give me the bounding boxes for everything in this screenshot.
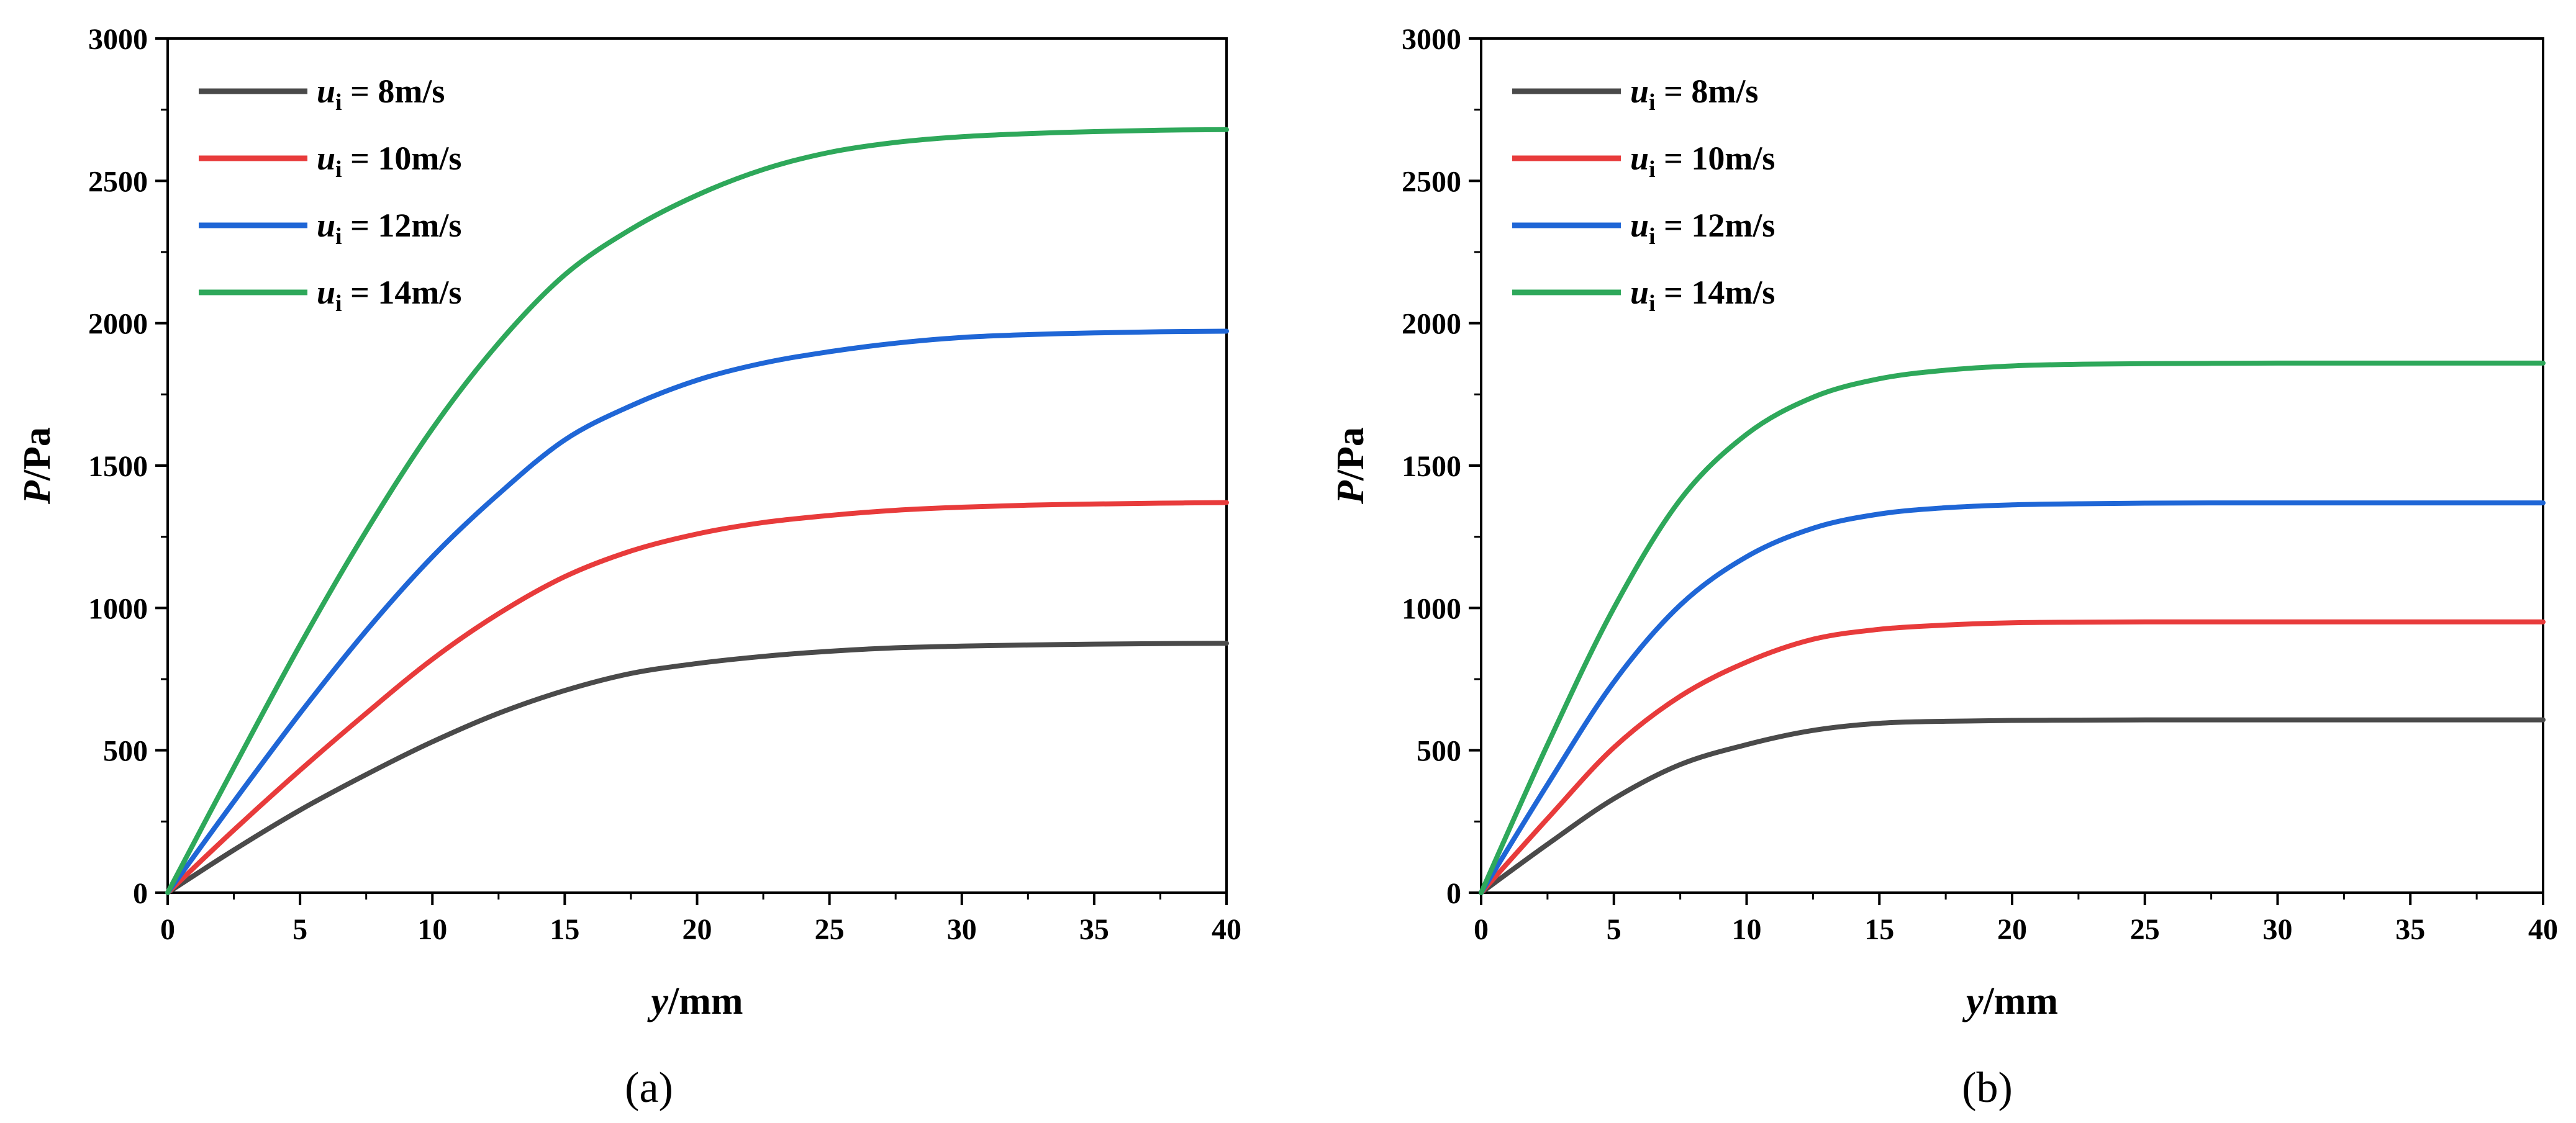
- panel-label: (b): [1962, 1064, 2013, 1112]
- legend-equals: =: [342, 274, 378, 311]
- legend-var: u: [317, 207, 335, 244]
- legend-var: u: [317, 73, 335, 110]
- x-tick-label: 40: [1212, 913, 1241, 946]
- y-tick-label: 3000: [88, 23, 148, 56]
- legend-equals: =: [1656, 274, 1692, 311]
- legend-value: 8m/s: [378, 73, 445, 110]
- y-tick-label: 2000: [1402, 308, 1461, 341]
- x-tick-label: 10: [417, 913, 447, 946]
- y-tick-label: 2500: [88, 165, 148, 198]
- legend: ui = 8m/sui = 10m/sui = 12m/sui = 14m/s: [1512, 73, 1775, 317]
- x-tick-label: 30: [947, 913, 977, 946]
- x-tick-label: 15: [1864, 913, 1894, 946]
- legend-subscript: i: [1649, 89, 1656, 115]
- x-tick-label: 20: [1997, 913, 2027, 946]
- legend-var: u: [1630, 207, 1649, 244]
- x-axis-title: y/mm: [1962, 980, 2058, 1022]
- legend-entry-label: ui = 14m/s: [1630, 274, 1775, 317]
- legend-value: 14m/s: [378, 274, 461, 311]
- chart-panel-1: 0 5 10 15 20 25 30 35 40 0 500 1000 1500 2000 2500 3000…: [16, 23, 1241, 1112]
- series-line-14m-per-s: [165, 127, 1229, 895]
- x-axis-title: y/mm: [646, 980, 743, 1022]
- x-tick-label: 5: [293, 913, 307, 946]
- x-axis-title-variable: y: [1962, 980, 1984, 1022]
- legend-subscript: i: [1649, 156, 1656, 183]
- x-tick-label: 20: [683, 913, 712, 946]
- legend-equals: =: [1656, 73, 1692, 110]
- y-tick-label: 2000: [88, 308, 148, 341]
- x-tick-label: 5: [1607, 913, 1621, 946]
- y-tick-label: 500: [103, 735, 148, 768]
- x-tick-label: 25: [815, 913, 845, 946]
- x-tick-label: 30: [2263, 913, 2293, 946]
- x-tick-label: 35: [1079, 913, 1109, 946]
- legend-var: u: [317, 140, 335, 177]
- y-axis-title-variable: P: [16, 480, 58, 505]
- y-tick-label: 1500: [1402, 450, 1461, 483]
- series-line-8m-per-s: [1479, 717, 2546, 895]
- legend-equals: =: [342, 140, 378, 177]
- y-tick-label: 1500: [88, 450, 148, 483]
- legend-entry-label: ui = 8m/s: [1630, 73, 1758, 115]
- x-tick-label: 15: [550, 913, 579, 946]
- y-axis-title-unit: /Pa: [1330, 427, 1372, 481]
- y-axis-title-variable: P: [1330, 480, 1372, 505]
- legend-var: u: [1630, 73, 1649, 110]
- legend-equals: =: [342, 73, 378, 110]
- x-tick-label: 25: [2130, 913, 2160, 946]
- series-line-10m-per-s: [165, 500, 1229, 895]
- y-tick-label: 0: [133, 877, 148, 910]
- series-line-8m-per-s: [165, 641, 1229, 895]
- y-tick-label: 2500: [1402, 165, 1461, 198]
- legend: ui = 8m/sui = 10m/sui = 12m/sui = 14m/s: [199, 73, 461, 317]
- series-line-12m-per-s: [1479, 500, 2546, 895]
- x-tick-label: 40: [2528, 913, 2558, 946]
- legend-value: 12m/s: [1691, 207, 1775, 244]
- chart-panel-2: 0 5 10 15 20 25 30 35 40 0 500 1000 1500 2000 2500 3000…: [1330, 23, 2558, 1112]
- x-axis-title-unit: /mm: [1983, 980, 2059, 1022]
- x-tick-label: 0: [1474, 913, 1489, 946]
- x-tick-label: 35: [2395, 913, 2425, 946]
- legend-var: u: [1630, 140, 1649, 177]
- y-axis-title: P/Pa: [1330, 427, 1372, 505]
- series-line-14m-per-s: [1479, 360, 2546, 895]
- legend-entry-label: ui = 12m/s: [317, 207, 461, 250]
- series-line-10m-per-s: [1479, 619, 2546, 895]
- legend-entry-label: ui = 12m/s: [1630, 207, 1775, 250]
- x-axis-title-unit: /mm: [668, 980, 743, 1022]
- legend-subscript: i: [335, 223, 342, 250]
- legend-equals: =: [1656, 207, 1692, 244]
- series-line-12m-per-s: [165, 328, 1229, 895]
- panel-label: (a): [625, 1064, 673, 1112]
- legend-value: 12m/s: [378, 207, 461, 244]
- x-tick-label: 10: [1732, 913, 1762, 946]
- legend-value: 10m/s: [1691, 140, 1775, 177]
- x-tick-label: 0: [160, 913, 175, 946]
- legend-value: 8m/s: [1691, 73, 1758, 110]
- legend-entry-label: ui = 14m/s: [317, 274, 461, 317]
- x-axis-title-variable: y: [646, 980, 668, 1022]
- legend-subscript: i: [335, 89, 342, 115]
- y-tick-label: 500: [1417, 735, 1461, 768]
- y-axis-title: P/Pa: [16, 427, 58, 505]
- legend-entry-label: ui = 8m/s: [317, 73, 445, 115]
- legend-subscript: i: [335, 291, 342, 317]
- legend-subscript: i: [1649, 291, 1656, 317]
- legend-subscript: i: [335, 156, 342, 183]
- y-tick-label: 1000: [1402, 592, 1461, 625]
- legend-equals: =: [1656, 140, 1692, 177]
- legend-var: u: [317, 274, 335, 311]
- legend-var: u: [1630, 274, 1649, 311]
- legend-value: 10m/s: [378, 140, 461, 177]
- legend-entry-label: ui = 10m/s: [317, 140, 461, 183]
- legend-value: 14m/s: [1691, 274, 1775, 311]
- legend-entry-label: ui = 10m/s: [1630, 140, 1775, 183]
- y-tick-label: 3000: [1402, 23, 1461, 56]
- legend-equals: =: [342, 207, 378, 244]
- y-tick-label: 0: [1446, 877, 1461, 910]
- y-tick-label: 1000: [88, 592, 148, 625]
- legend-subscript: i: [1649, 223, 1656, 250]
- y-axis-title-unit: /Pa: [16, 427, 58, 481]
